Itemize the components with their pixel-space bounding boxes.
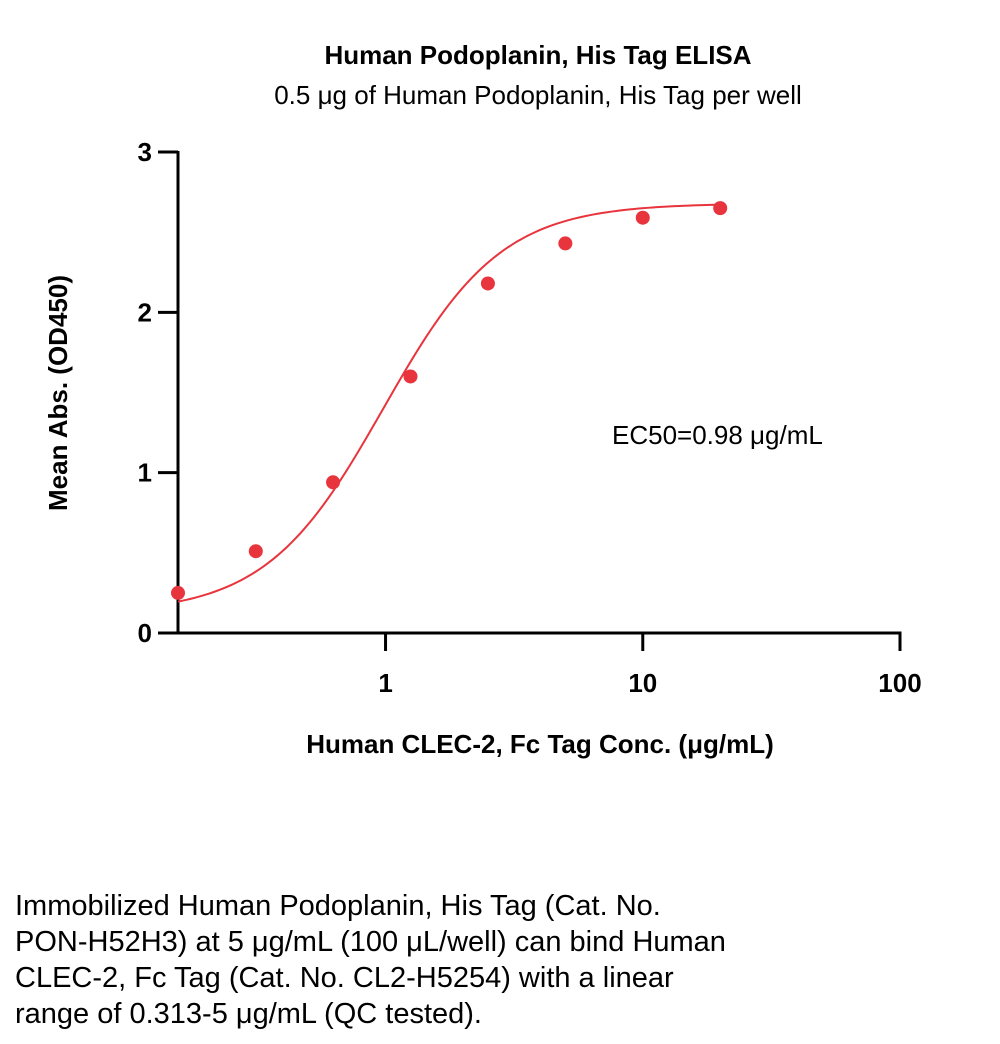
caption-line-3: CLEC-2, Fc Tag (Cat. No. CL2-H5254) with…: [15, 962, 674, 994]
x-tick-label-10: 10: [628, 668, 657, 698]
caption-line-1: Immobilized Human Podoplanin, His Tag (C…: [15, 890, 661, 922]
caption-line-2: PON-H52H3) at 5 μg/mL (100 μL/well) can …: [15, 926, 726, 958]
data-point: [403, 369, 418, 384]
y-tick-label-0: 0: [138, 618, 152, 648]
tick-labels: 0 1 2 3 1 10 100: [138, 137, 922, 698]
chart-title: Human Podoplanin, His Tag ELISA: [324, 40, 751, 70]
y-tick-label-3: 3: [138, 137, 152, 167]
data-point: [326, 475, 341, 490]
axes: [176, 151, 902, 635]
data-point: [635, 210, 650, 225]
fit-curve: [177, 203, 721, 603]
elisa-chart: Human Podoplanin, His Tag ELISA 0.5 μg o…: [43, 40, 922, 759]
x-tick-label-100: 100: [878, 668, 921, 698]
tick-marks: [158, 150, 902, 651]
y-axis-label: Mean Abs. (OD450): [43, 275, 73, 511]
ec50-annotation: EC50=0.98 μg/mL: [612, 420, 823, 450]
x-axis-label: Human CLEC-2, Fc Tag Conc. (μg/mL): [306, 729, 774, 759]
y-tick-label-1: 1: [138, 458, 152, 488]
figure-caption: Immobilized Human Podoplanin, His Tag (C…: [15, 888, 975, 1032]
y-tick-label-2: 2: [138, 297, 152, 327]
x-tick-label-1: 1: [378, 668, 392, 698]
chart-subtitle: 0.5 μg of Human Podoplanin, His Tag per …: [274, 80, 802, 110]
data-point: [713, 201, 728, 216]
data-point: [480, 276, 495, 291]
data-point: [248, 544, 263, 559]
caption-line-4: range of 0.313-5 μg/mL (QC tested).: [15, 998, 482, 1030]
data-point: [171, 585, 185, 600]
data-point: [558, 236, 573, 251]
data-points: [171, 201, 728, 600]
